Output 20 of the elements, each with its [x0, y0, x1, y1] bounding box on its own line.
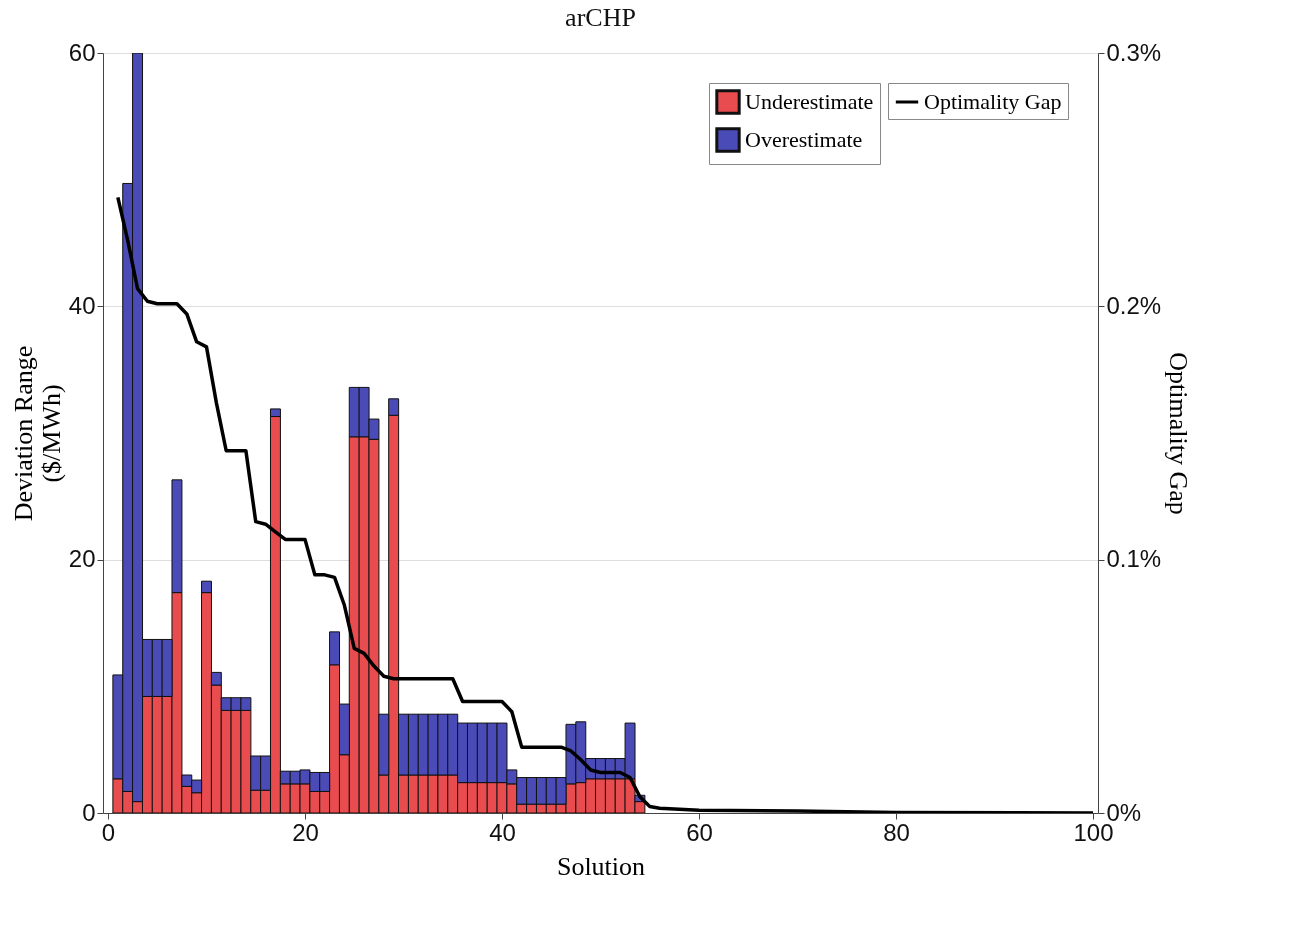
y2-tick-label: 0.3% — [1106, 38, 1162, 66]
chart-title: arCHP — [565, 3, 636, 32]
x-tick-label: 20 — [292, 818, 319, 846]
y2-tick-label: 0.2% — [1106, 291, 1162, 319]
legend-label: Overestimate — [745, 127, 863, 152]
x-tick-label: 60 — [686, 818, 713, 846]
x-tick-label: 0 — [101, 818, 116, 846]
y-tick-label: 40 — [68, 291, 96, 319]
y-axis-title: Deviation Range ($/MWh) — [8, 345, 66, 522]
y-tick-label: 20 — [68, 545, 96, 573]
x-axis-title: Solution — [556, 851, 646, 881]
y2-tick-label: 0.1% — [1106, 545, 1162, 573]
legend-label: Optimality Gap — [924, 89, 1062, 114]
x-tick-label: 40 — [489, 818, 516, 846]
y2-axis-title: Optimality Gap — [1164, 352, 1194, 515]
x-tick-label: 80 — [883, 818, 910, 846]
y-tick-label: 60 — [68, 38, 96, 66]
y-tick-label: 0 — [82, 798, 96, 826]
legend-label: Underestimate — [745, 89, 874, 114]
line-series — [116, 195, 1095, 813]
